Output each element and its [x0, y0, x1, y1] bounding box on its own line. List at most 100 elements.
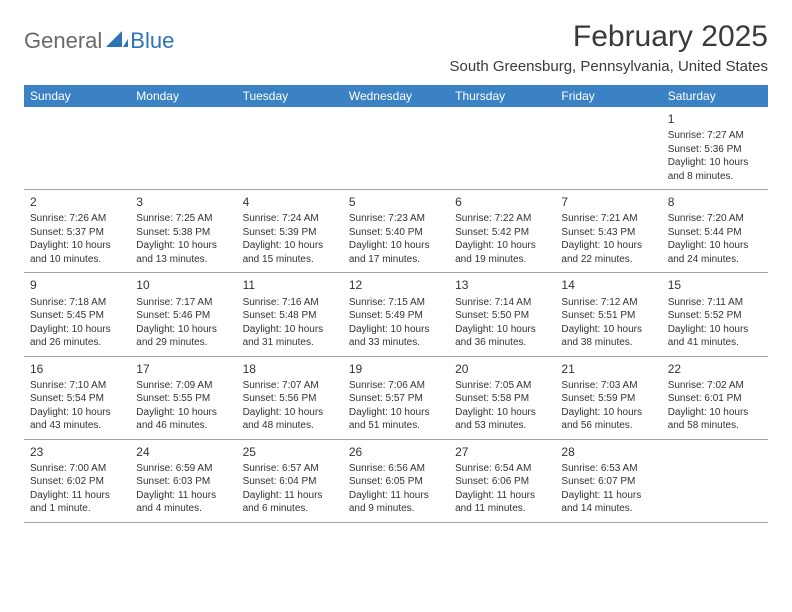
sunset-line: Sunset: 5:50 PM — [455, 309, 549, 323]
sunrise-line: Sunrise: 7:16 AM — [243, 296, 337, 310]
sunrise-line: Sunrise: 7:02 AM — [668, 379, 762, 393]
day-number: 25 — [243, 444, 337, 460]
daylight-line: Daylight: 10 hours and 33 minutes. — [349, 323, 443, 350]
sunset-line: Sunset: 5:52 PM — [668, 309, 762, 323]
weekday-wednesday: Wednesday — [343, 85, 449, 107]
sunrise-line: Sunrise: 7:21 AM — [561, 212, 655, 226]
day-number: 6 — [455, 194, 549, 210]
week-row: 2Sunrise: 7:26 AMSunset: 5:37 PMDaylight… — [24, 190, 768, 273]
sunset-line: Sunset: 5:46 PM — [136, 309, 230, 323]
day-cell: 23Sunrise: 7:00 AMSunset: 6:02 PMDayligh… — [24, 440, 130, 522]
sunset-line: Sunset: 5:56 PM — [243, 392, 337, 406]
day-cell — [24, 107, 130, 189]
daylight-line: Daylight: 10 hours and 46 minutes. — [136, 406, 230, 433]
sunset-line: Sunset: 6:02 PM — [30, 475, 124, 489]
daylight-line: Daylight: 10 hours and 8 minutes. — [668, 156, 762, 183]
sunrise-line: Sunrise: 7:25 AM — [136, 212, 230, 226]
sunrise-line: Sunrise: 7:03 AM — [561, 379, 655, 393]
day-number: 8 — [668, 194, 762, 210]
sunset-line: Sunset: 5:44 PM — [668, 226, 762, 240]
daylight-line: Daylight: 10 hours and 56 minutes. — [561, 406, 655, 433]
day-cell: 6Sunrise: 7:22 AMSunset: 5:42 PMDaylight… — [449, 190, 555, 272]
page: General Blue February 2025 South Greensb… — [0, 0, 792, 543]
day-cell: 2Sunrise: 7:26 AMSunset: 5:37 PMDaylight… — [24, 190, 130, 272]
daylight-line: Daylight: 10 hours and 48 minutes. — [243, 406, 337, 433]
sunrise-line: Sunrise: 7:15 AM — [349, 296, 443, 310]
sunrise-line: Sunrise: 7:20 AM — [668, 212, 762, 226]
day-number: 15 — [668, 277, 762, 293]
sunset-line: Sunset: 5:36 PM — [668, 143, 762, 157]
sunrise-line: Sunrise: 6:56 AM — [349, 462, 443, 476]
sunset-line: Sunset: 5:40 PM — [349, 226, 443, 240]
day-cell: 10Sunrise: 7:17 AMSunset: 5:46 PMDayligh… — [130, 273, 236, 355]
sunrise-line: Sunrise: 7:05 AM — [455, 379, 549, 393]
sunrise-line: Sunrise: 6:59 AM — [136, 462, 230, 476]
day-cell — [343, 107, 449, 189]
day-number: 18 — [243, 361, 337, 377]
daylight-line: Daylight: 10 hours and 31 minutes. — [243, 323, 337, 350]
day-number: 20 — [455, 361, 549, 377]
sunset-line: Sunset: 5:43 PM — [561, 226, 655, 240]
sunset-line: Sunset: 5:49 PM — [349, 309, 443, 323]
day-cell: 8 Sunrise: 7:20 AMSunset: 5:44 PMDaylight… — [662, 190, 768, 272]
day-number: 7 — [561, 194, 655, 210]
daylight-line: Daylight: 11 hours and 14 minutes. — [561, 489, 655, 516]
sunrise-line: Sunrise: 7:06 AM — [349, 379, 443, 393]
week-row: 1Sunrise: 7:27 AMSunset: 5:36 PMDaylight… — [24, 107, 768, 190]
day-cell: 1Sunrise: 7:27 AMSunset: 5:36 PMDaylight… — [662, 107, 768, 189]
sunset-line: Sunset: 5:51 PM — [561, 309, 655, 323]
sunrise-line: Sunrise: 7:24 AM — [243, 212, 337, 226]
daylight-line: Daylight: 10 hours and 24 minutes. — [668, 239, 762, 266]
daylight-line: Daylight: 11 hours and 11 minutes. — [455, 489, 549, 516]
daylight-line: Daylight: 10 hours and 58 minutes. — [668, 406, 762, 433]
location-label: South Greensburg, Pennsylvania, United S… — [449, 58, 768, 75]
weekday-friday: Friday — [555, 85, 661, 107]
day-number: 14 — [561, 277, 655, 293]
day-number: 11 — [243, 277, 337, 293]
daylight-line: Daylight: 11 hours and 6 minutes. — [243, 489, 337, 516]
day-cell: 27Sunrise: 6:54 AMSunset: 6:06 PMDayligh… — [449, 440, 555, 522]
brand-sail-icon — [106, 29, 128, 54]
sunrise-line: Sunrise: 6:54 AM — [455, 462, 549, 476]
day-number: 16 — [30, 361, 124, 377]
daylight-line: Daylight: 10 hours and 26 minutes. — [30, 323, 124, 350]
day-cell: 16Sunrise: 7:10 AMSunset: 5:54 PMDayligh… — [24, 357, 130, 439]
title-block: February 2025 South Greensburg, Pennsylv… — [449, 20, 768, 75]
sunset-line: Sunset: 6:05 PM — [349, 475, 443, 489]
sunset-line: Sunset: 5:58 PM — [455, 392, 549, 406]
day-cell: 28Sunrise: 6:53 AMSunset: 6:07 PMDayligh… — [555, 440, 661, 522]
day-cell: 14Sunrise: 7:12 AMSunset: 5:51 PMDayligh… — [555, 273, 661, 355]
day-cell: 15 Sunrise: 7:11 AMSunset: 5:52 PMDayligh… — [662, 273, 768, 355]
sunset-line: Sunset: 5:54 PM — [30, 392, 124, 406]
weekday-monday: Monday — [130, 85, 236, 107]
sunset-line: Sunset: 5:55 PM — [136, 392, 230, 406]
brand-logo: General Blue — [24, 28, 174, 54]
daylight-line: Daylight: 10 hours and 29 minutes. — [136, 323, 230, 350]
day-cell: 5Sunrise: 7:23 AMSunset: 5:40 PMDaylight… — [343, 190, 449, 272]
day-number: 4 — [243, 194, 337, 210]
daylight-line: Daylight: 11 hours and 4 minutes. — [136, 489, 230, 516]
day-number: 26 — [349, 444, 443, 460]
sunrise-line: Sunrise: 7:12 AM — [561, 296, 655, 310]
day-number: 24 — [136, 444, 230, 460]
month-title: February 2025 — [449, 20, 768, 54]
daylight-line: Daylight: 10 hours and 41 minutes. — [668, 323, 762, 350]
sunset-line: Sunset: 6:06 PM — [455, 475, 549, 489]
daylight-line: Daylight: 10 hours and 53 minutes. — [455, 406, 549, 433]
calendar: Sunday Monday Tuesday Wednesday Thursday… — [24, 85, 768, 523]
day-number: 23 — [30, 444, 124, 460]
day-number: 17 — [136, 361, 230, 377]
day-number: 2 — [30, 194, 124, 210]
day-number: 19 — [349, 361, 443, 377]
day-cell — [449, 107, 555, 189]
sunrise-line: Sunrise: 7:09 AM — [136, 379, 230, 393]
day-cell: 13Sunrise: 7:14 AMSunset: 5:50 PMDayligh… — [449, 273, 555, 355]
sunrise-line: Sunrise: 7:10 AM — [30, 379, 124, 393]
sunrise-line: Sunrise: 7:11 AM — [668, 296, 762, 310]
weekday-saturday: Saturday — [662, 85, 768, 107]
sunset-line: Sunset: 5:59 PM — [561, 392, 655, 406]
header: General Blue February 2025 South Greensb… — [24, 20, 768, 75]
daylight-line: Daylight: 10 hours and 15 minutes. — [243, 239, 337, 266]
sunset-line: Sunset: 6:04 PM — [243, 475, 337, 489]
day-cell: 21Sunrise: 7:03 AMSunset: 5:59 PMDayligh… — [555, 357, 661, 439]
